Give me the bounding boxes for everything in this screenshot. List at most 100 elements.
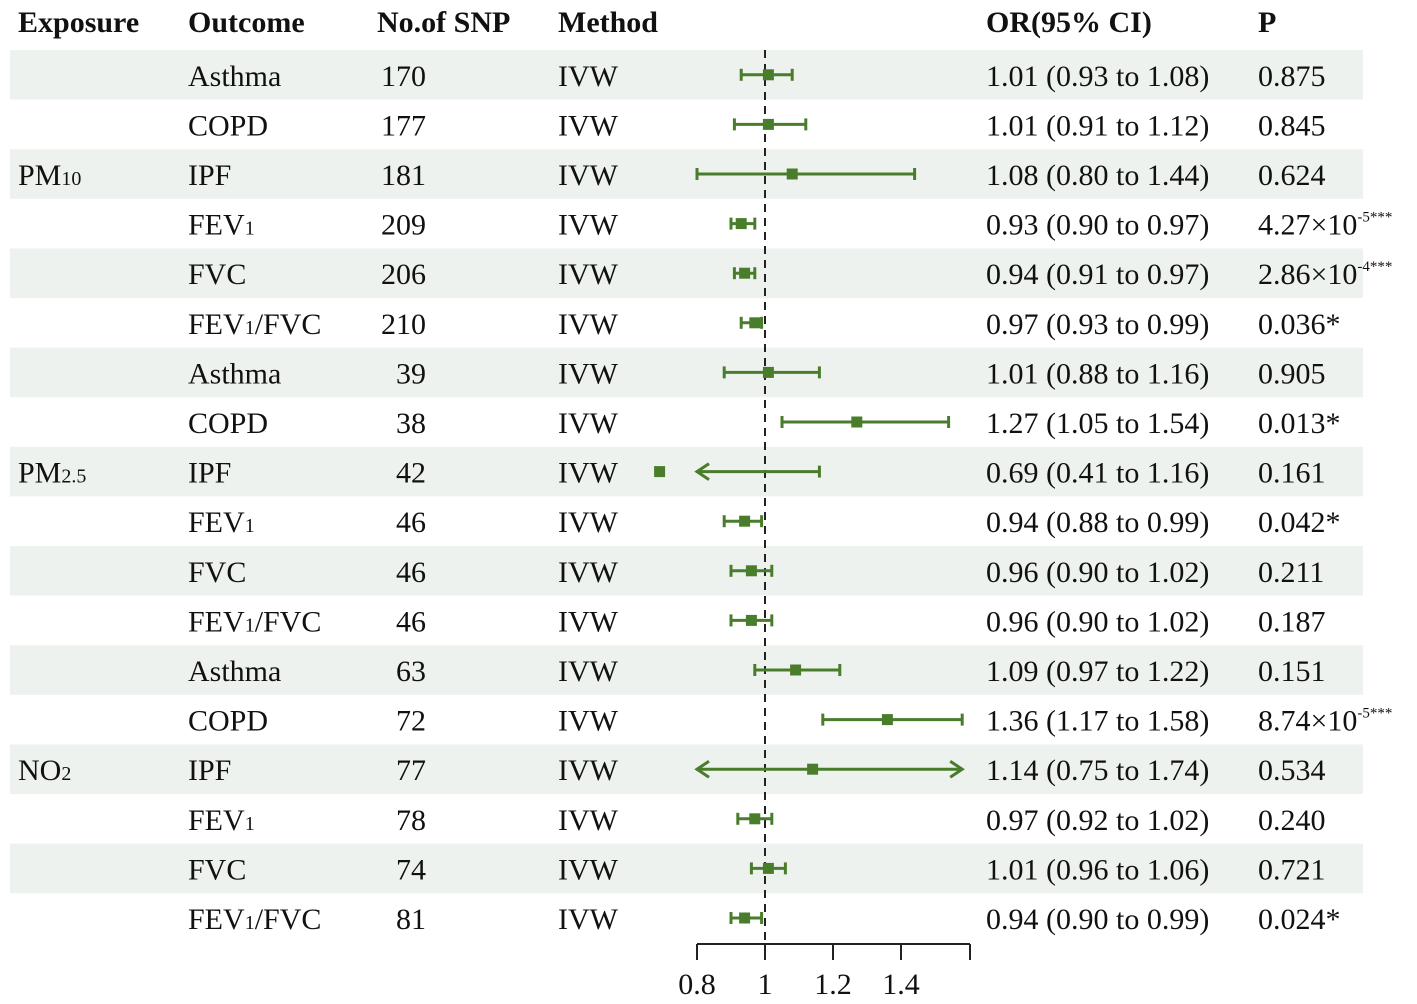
p-value-exponent: -5	[1357, 706, 1370, 722]
header-nsnp: No.of SNP	[377, 6, 510, 39]
or-ci-text: 1.01 (0.93 to 1.08)	[986, 60, 1209, 93]
nsnp-value: 46	[396, 605, 426, 638]
outcome-subscript: 1	[245, 813, 255, 835]
ci-arrow-left	[694, 759, 710, 779]
nsnp-value: 63	[396, 655, 426, 688]
outcome-label: FEV1	[188, 209, 255, 242]
p-value: 2.86×10-4***	[1258, 258, 1392, 291]
x-tick-label: 1.4	[882, 968, 920, 1001]
outcome-subscript: 1	[245, 515, 255, 537]
exposure-subscript: 2.5	[61, 466, 86, 488]
or-ci-text: 1.14 (0.75 to 1.74)	[986, 754, 1209, 787]
outcome-label: FVC	[188, 556, 246, 589]
or-ci-text: 1.08 (0.80 to 1.44)	[986, 159, 1209, 192]
p-value-text: 0.845	[1258, 109, 1326, 142]
exposure-subscript: 2	[61, 763, 71, 785]
point-estimate	[749, 317, 761, 329]
point-estimate	[807, 763, 819, 775]
exposure-label: NO2	[18, 754, 71, 787]
plot-area	[654, 50, 965, 944]
ci-arrow-left	[694, 462, 710, 481]
point-estimate	[851, 416, 863, 428]
or-ci-text: 1.01 (0.96 to 1.06)	[986, 853, 1209, 886]
outcome-name: COPD	[188, 109, 268, 142]
method-value: IVW	[558, 605, 619, 638]
x-tick-label: 1.2	[814, 968, 852, 1001]
p-value-stars: ***	[1370, 259, 1393, 275]
method-value: IVW	[558, 109, 619, 142]
table-rows: Asthma 170 IVW 1.01 (0.93 to 1.08) 0.875 COPD…	[188, 60, 1392, 936]
p-value-text: 2.86×10	[1258, 258, 1357, 291]
method-value: IVW	[558, 457, 619, 490]
nsnp-value: 46	[396, 506, 426, 539]
outcome-name: FEV	[188, 903, 245, 936]
outcome-name: FEV	[188, 209, 245, 242]
p-value-text: 8.74×10	[1258, 705, 1357, 738]
row-stripe	[10, 446, 1363, 497]
method-value: IVW	[558, 60, 619, 93]
outcome-label: FEV1	[188, 506, 255, 539]
point-estimate	[739, 515, 751, 527]
nsnp-value: 46	[396, 556, 426, 589]
or-ci-text: 0.97 (0.93 to 0.99)	[986, 308, 1209, 341]
nsnp-value: 206	[381, 258, 426, 291]
method-value: IVW	[558, 308, 619, 341]
outcome-name: IPF	[188, 159, 231, 192]
or-ci-text: 0.96 (0.90 to 1.02)	[986, 605, 1209, 638]
point-estimate	[745, 614, 757, 626]
p-value-text: 0.161	[1258, 457, 1326, 490]
method-value: IVW	[558, 258, 619, 291]
p-value-text: 0.240	[1258, 804, 1326, 837]
outcome-subscript: 1	[245, 317, 255, 339]
p-value-exponent: -4	[1357, 259, 1370, 275]
header-outcome: Outcome	[188, 6, 305, 39]
point-estimate	[762, 69, 774, 81]
p-value: 0.024*	[1258, 903, 1341, 936]
point-estimate	[881, 714, 893, 726]
outcome-label: IPF	[188, 457, 231, 490]
or-ci-text: 0.97 (0.92 to 1.02)	[986, 804, 1209, 837]
or-ci-text: 1.27 (1.05 to 1.54)	[986, 407, 1209, 440]
nsnp-value: 210	[381, 308, 426, 341]
row-stripe	[10, 546, 1363, 596]
p-value: 0.845	[1258, 109, 1326, 142]
outcome-name: FEV	[188, 506, 245, 539]
method-value: IVW	[558, 506, 619, 539]
row-stripe	[10, 645, 1363, 695]
nsnp-value: 42	[396, 457, 426, 490]
exposure-subscript: 10	[61, 168, 81, 190]
nsnp-value: 72	[396, 705, 426, 738]
outcome-label: Asthma	[188, 60, 281, 93]
p-value-text: 0.187	[1258, 605, 1326, 638]
point-estimate	[790, 664, 802, 676]
header-row: Exposure Outcome No.of SNP Method OR(95%…	[18, 6, 1276, 39]
outcome-label: Asthma	[188, 357, 281, 390]
outcome-name: COPD	[188, 407, 268, 440]
p-value: 0.624	[1258, 159, 1326, 192]
row-stripe	[10, 347, 1363, 398]
p-value-text: 0.024*	[1258, 903, 1341, 936]
outcome-label: FEV1	[188, 804, 255, 837]
row-stripe	[10, 50, 1363, 100]
x-axis: 0.8 1 1.2 1.4	[678, 943, 971, 1001]
p-value-text: 0.721	[1258, 853, 1326, 886]
p-value: 4.27×10-5***	[1258, 209, 1392, 242]
row-stripe	[10, 843, 1363, 894]
method-value: IVW	[558, 556, 619, 589]
outcome-label: FVC	[188, 258, 246, 291]
method-value: IVW	[558, 357, 619, 390]
or-ci-text: 0.96 (0.90 to 1.02)	[986, 556, 1209, 589]
outcome-tail: /FVC	[255, 605, 322, 638]
outcome-subscript: 1	[245, 614, 255, 636]
or-ci-text: 0.69 (0.41 to 1.16)	[986, 457, 1209, 490]
outcome-label: FEV1/FVC	[188, 605, 321, 638]
nsnp-value: 209	[381, 209, 426, 242]
p-value: 0.161	[1258, 457, 1326, 490]
p-value: 0.534	[1258, 754, 1326, 787]
nsnp-value: 181	[381, 159, 426, 192]
outcome-name: FEV	[188, 308, 245, 341]
ci-arrow-right	[949, 759, 965, 779]
p-value-stars: ***	[1370, 706, 1393, 722]
point-estimate	[735, 218, 747, 230]
